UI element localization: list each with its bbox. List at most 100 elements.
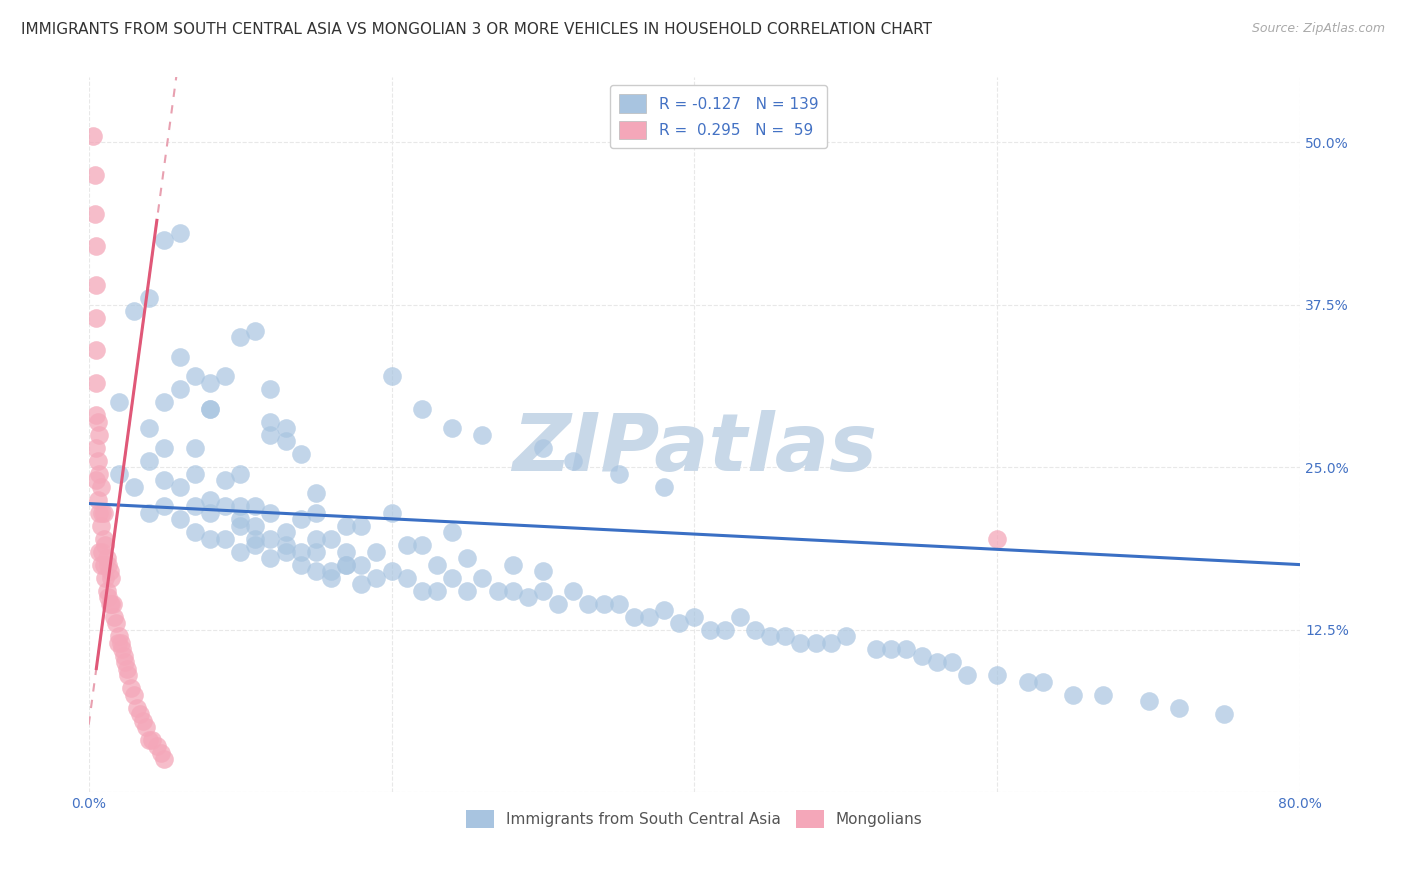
Point	[1168, 700, 1191, 714]
Point	[198, 376, 221, 390]
Point	[229, 512, 252, 526]
Point	[229, 330, 252, 344]
Point	[820, 635, 842, 649]
Point	[547, 597, 569, 611]
Point	[395, 571, 418, 585]
Point	[1062, 688, 1084, 702]
Point	[835, 629, 858, 643]
Point	[169, 512, 191, 526]
Point	[198, 492, 221, 507]
Point	[366, 571, 388, 585]
Point	[153, 499, 176, 513]
Point	[120, 681, 142, 695]
Point	[103, 609, 125, 624]
Point	[274, 434, 297, 449]
Point	[110, 635, 132, 649]
Point	[395, 538, 418, 552]
Point	[441, 421, 464, 435]
Point	[122, 304, 145, 318]
Point	[335, 558, 357, 572]
Point	[91, 544, 114, 558]
Point	[153, 233, 176, 247]
Point	[214, 369, 236, 384]
Point	[865, 642, 887, 657]
Point	[941, 655, 963, 669]
Point	[135, 720, 157, 734]
Point	[986, 532, 1008, 546]
Point	[184, 441, 207, 455]
Point	[100, 597, 122, 611]
Point	[184, 525, 207, 540]
Point	[117, 668, 139, 682]
Point	[83, 207, 105, 221]
Point	[84, 310, 107, 325]
Point	[214, 473, 236, 487]
Point	[169, 227, 191, 241]
Point	[153, 441, 176, 455]
Point	[93, 506, 115, 520]
Point	[96, 551, 118, 566]
Point	[138, 733, 160, 747]
Point	[259, 415, 281, 429]
Point	[956, 668, 979, 682]
Point	[1137, 694, 1160, 708]
Point	[169, 382, 191, 396]
Point	[132, 714, 155, 728]
Point	[107, 635, 129, 649]
Point	[91, 506, 114, 520]
Point	[87, 453, 110, 467]
Point	[319, 564, 342, 578]
Point	[111, 642, 134, 657]
Point	[274, 538, 297, 552]
Text: IMMIGRANTS FROM SOUTH CENTRAL ASIA VS MONGOLIAN 3 OR MORE VEHICLES IN HOUSEHOLD : IMMIGRANTS FROM SOUTH CENTRAL ASIA VS MO…	[21, 22, 932, 37]
Point	[683, 609, 706, 624]
Point	[245, 532, 267, 546]
Point	[1017, 674, 1039, 689]
Point	[90, 558, 112, 572]
Point	[84, 278, 107, 293]
Point	[441, 525, 464, 540]
Point	[245, 499, 267, 513]
Point	[122, 688, 145, 702]
Point	[274, 421, 297, 435]
Point	[245, 518, 267, 533]
Point	[652, 480, 675, 494]
Point	[290, 544, 312, 558]
Point	[94, 571, 117, 585]
Point	[84, 343, 107, 358]
Point	[146, 739, 169, 754]
Point	[531, 583, 554, 598]
Point	[381, 564, 404, 578]
Point	[105, 616, 128, 631]
Legend: Immigrants from South Central Asia, Mongolians: Immigrants from South Central Asia, Mong…	[460, 804, 929, 834]
Point	[426, 558, 449, 572]
Point	[578, 597, 600, 611]
Point	[198, 401, 221, 416]
Point	[502, 583, 524, 598]
Point	[229, 499, 252, 513]
Point	[516, 590, 538, 604]
Point	[366, 544, 388, 558]
Point	[305, 532, 328, 546]
Point	[456, 583, 478, 598]
Point	[96, 583, 118, 598]
Point	[259, 506, 281, 520]
Point	[184, 467, 207, 481]
Point	[198, 532, 221, 546]
Point	[638, 609, 661, 624]
Point	[471, 571, 494, 585]
Point	[305, 544, 328, 558]
Point	[411, 538, 433, 552]
Point	[89, 544, 111, 558]
Point	[531, 564, 554, 578]
Text: ZIPatlas: ZIPatlas	[512, 410, 877, 488]
Point	[138, 506, 160, 520]
Point	[880, 642, 903, 657]
Point	[744, 623, 766, 637]
Point	[290, 558, 312, 572]
Point	[486, 583, 509, 598]
Point	[274, 544, 297, 558]
Point	[93, 558, 115, 572]
Point	[138, 291, 160, 305]
Point	[562, 583, 585, 598]
